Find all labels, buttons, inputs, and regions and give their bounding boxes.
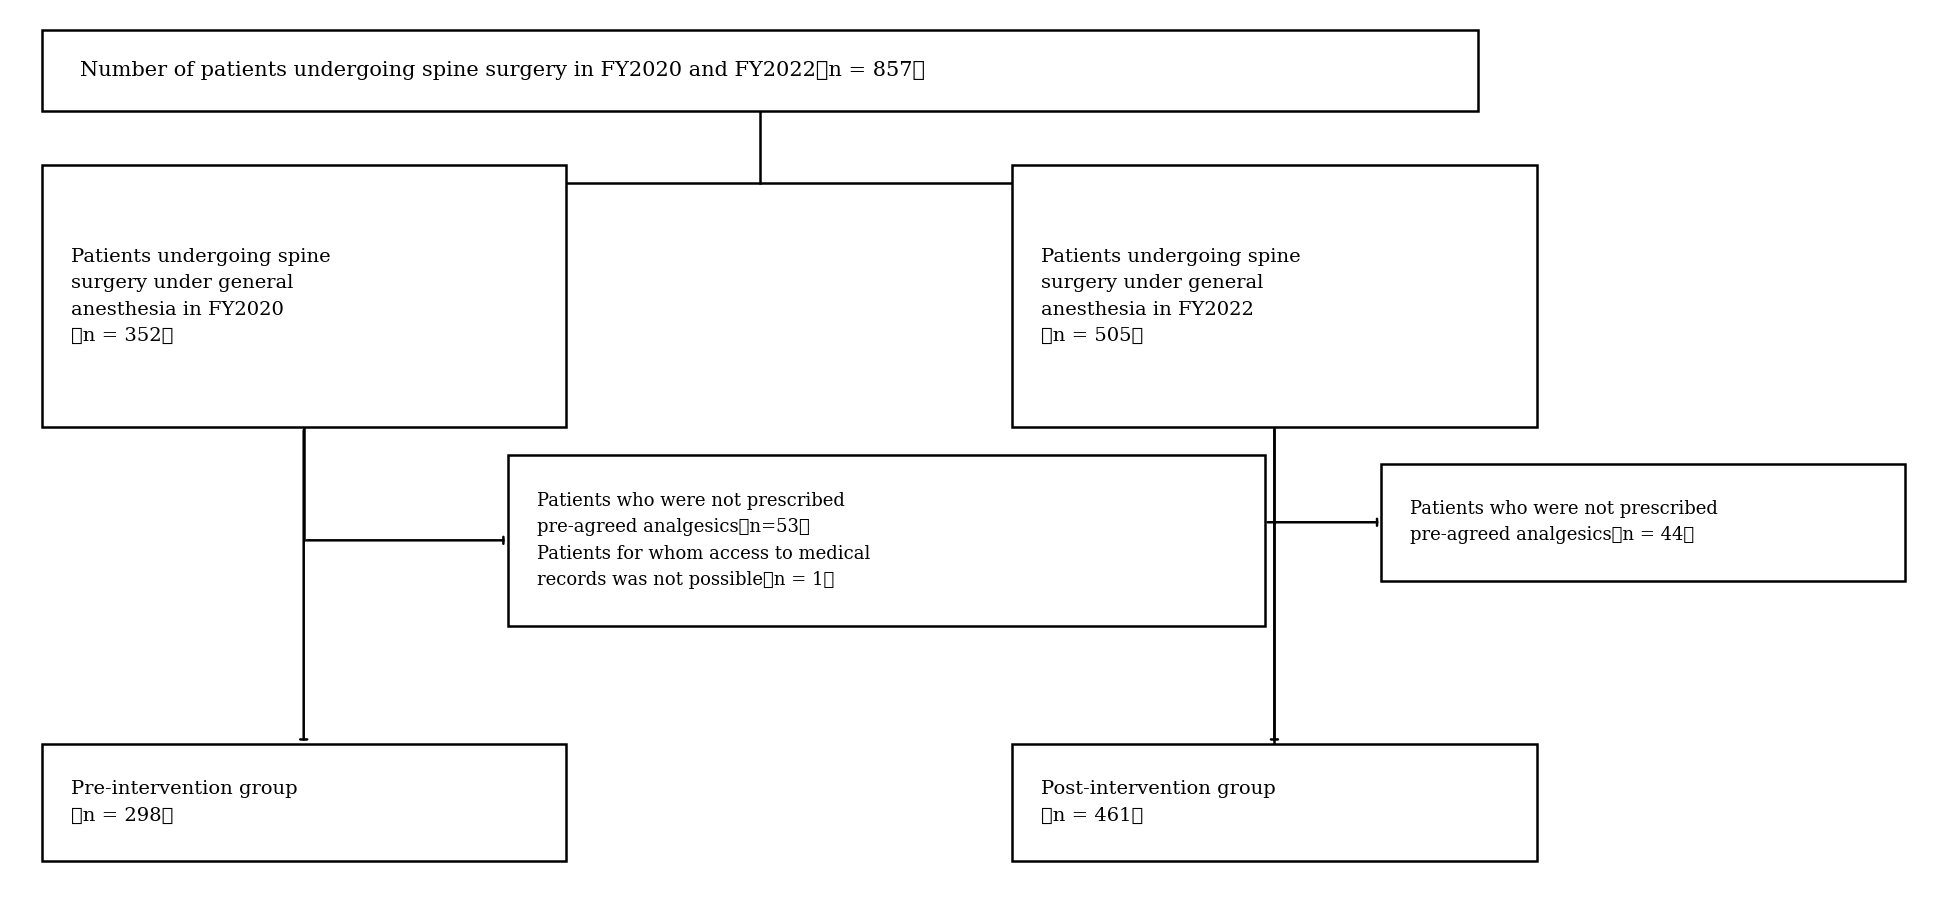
Text: Number of patients undergoing spine surgery in FY2020 and FY2022（n = 857）: Number of patients undergoing spine surg… (80, 61, 925, 80)
Text: Patients who were not prescribed
pre-agreed analgesics（n=53）
Patients for whom a: Patients who were not prescribed pre-agr… (537, 492, 870, 589)
Text: Post-intervention group
（n = 461）: Post-intervention group （n = 461） (1042, 780, 1275, 824)
FancyBboxPatch shape (41, 30, 1478, 111)
FancyBboxPatch shape (41, 165, 567, 427)
Text: Pre-intervention group
（n = 298）: Pre-intervention group （n = 298） (70, 780, 298, 824)
FancyBboxPatch shape (1380, 464, 1906, 581)
Text: Patients undergoing spine
surgery under general
anesthesia in FY2022
（n = 505）: Patients undergoing spine surgery under … (1042, 248, 1301, 345)
FancyBboxPatch shape (508, 454, 1266, 626)
Text: Patients undergoing spine
surgery under general
anesthesia in FY2020
（n = 352）: Patients undergoing spine surgery under … (70, 248, 331, 345)
Text: Patients who were not prescribed
pre-agreed analgesics（n = 44）: Patients who were not prescribed pre-agr… (1410, 500, 1717, 544)
FancyBboxPatch shape (41, 744, 567, 861)
FancyBboxPatch shape (1012, 165, 1536, 427)
FancyBboxPatch shape (1012, 744, 1536, 861)
